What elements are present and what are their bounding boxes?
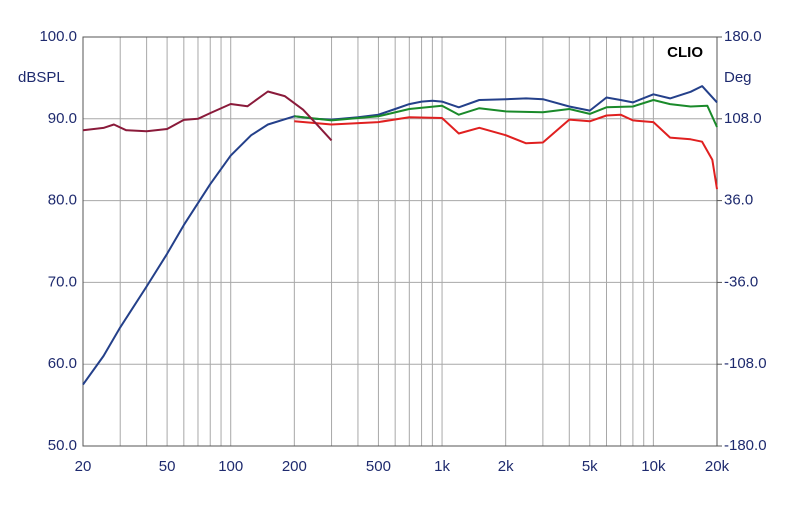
plot-frame	[82, 36, 718, 447]
x-tick-label: 20k	[705, 458, 730, 475]
y2-axis-label: Deg	[724, 69, 752, 86]
y-tick-label: 50.0	[48, 437, 77, 454]
x-tick-label: 1k	[434, 458, 450, 475]
y2-tick-label: -36.0	[724, 273, 758, 290]
series-line	[294, 99, 718, 128]
x-tick-label: 20	[75, 458, 92, 475]
y-tick-label: 90.0	[48, 110, 77, 127]
series-line	[294, 113, 718, 190]
watermark: CLIO	[667, 44, 703, 61]
x-tick-label: 500	[366, 458, 391, 475]
y2-tick-label: -108.0	[724, 355, 767, 372]
y-axis-label: dBSPL	[18, 69, 65, 86]
y2-tick-label: 108.0	[724, 110, 762, 127]
y2-tick-label: 180.0	[724, 28, 762, 45]
x-tick-label: 200	[282, 458, 307, 475]
y2-tick-label: -180.0	[724, 437, 767, 454]
y-tick-label: 100.0	[39, 28, 77, 45]
y-tick-label: 60.0	[48, 355, 77, 372]
series-line	[82, 85, 718, 386]
x-tick-label: 10k	[641, 458, 666, 475]
y-tick-label: 70.0	[48, 273, 77, 290]
x-tick-label: 5k	[582, 458, 598, 475]
x-tick-label: 100	[218, 458, 243, 475]
x-tick-label: 2k	[498, 458, 514, 475]
y2-tick-label: 36.0	[724, 192, 753, 209]
y-tick-label: 80.0	[48, 192, 77, 209]
series-line	[82, 90, 333, 142]
x-tick-label: 50	[159, 458, 176, 475]
